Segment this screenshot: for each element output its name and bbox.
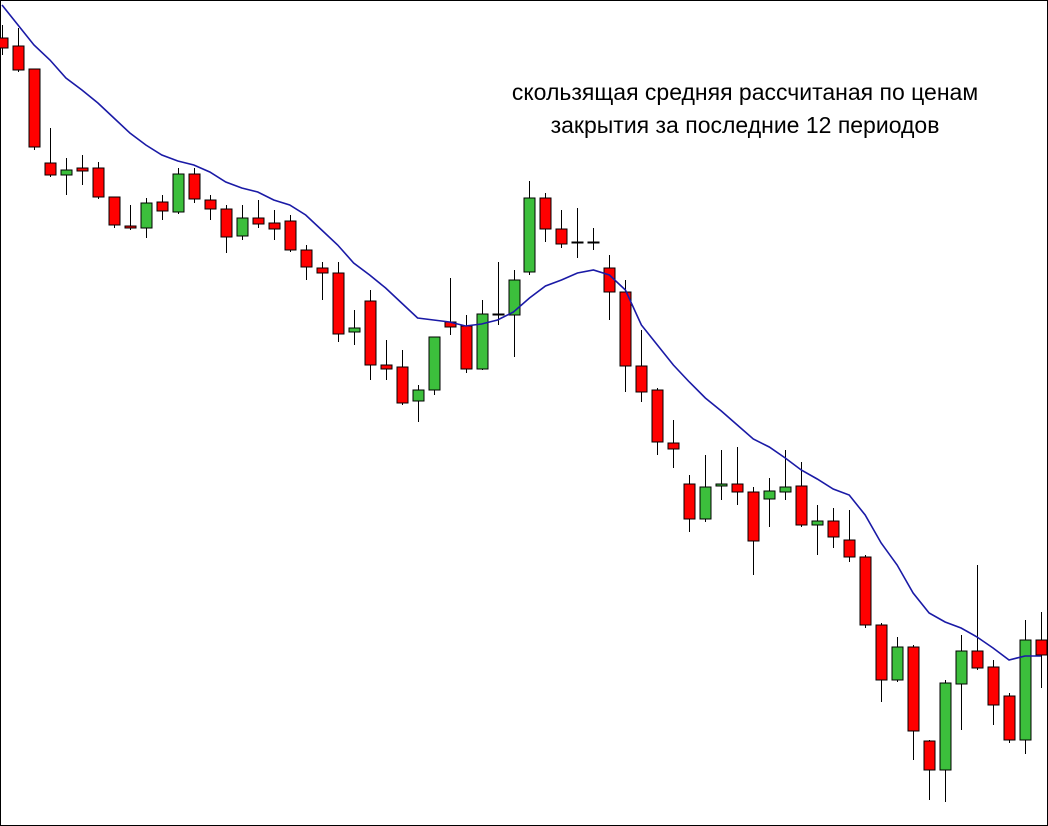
annotation: закрытия за последние 12 периодов <box>551 112 940 138</box>
candle-body <box>92 167 105 198</box>
candle-body <box>1019 639 1032 741</box>
candle-body <box>140 202 153 229</box>
candle-body <box>699 486 712 520</box>
candle-body <box>811 520 824 526</box>
candle-body <box>971 650 984 669</box>
candle-body <box>843 539 856 558</box>
candle-body <box>555 228 568 245</box>
candle-body <box>428 336 441 391</box>
candle-body <box>380 364 393 370</box>
candle-body <box>60 169 73 176</box>
candle-body <box>939 682 952 771</box>
candle-body <box>300 249 313 268</box>
candle-body <box>108 196 121 226</box>
candle-body <box>587 241 600 244</box>
candle-body <box>124 225 137 229</box>
candle-body <box>523 197 536 273</box>
candle-body <box>460 325 473 370</box>
candle-body <box>651 389 664 443</box>
moving-average <box>1 4 1041 661</box>
candle-body <box>364 300 377 366</box>
candle-body <box>987 666 1000 706</box>
candle-body <box>348 327 361 333</box>
candle-body <box>715 483 728 487</box>
candle-body <box>0 37 9 49</box>
candle-body <box>795 485 808 526</box>
candle-body <box>412 389 425 402</box>
candle-body <box>332 272 345 335</box>
candles <box>0 4 1048 802</box>
candle-body <box>763 490 776 500</box>
candle-body <box>827 520 840 538</box>
candle-body <box>635 365 648 393</box>
candle-body <box>44 162 57 176</box>
candle-body <box>268 222 281 230</box>
candle-body <box>156 201 169 212</box>
candle-body <box>204 199 217 210</box>
candle-body <box>476 313 489 370</box>
candle-body <box>76 167 89 172</box>
candle-body <box>779 486 792 493</box>
annotation: скользящая средняя рассчитаная по ценам <box>512 79 978 105</box>
candle-body <box>907 646 920 732</box>
candle-body <box>539 197 552 230</box>
candle-body <box>603 267 616 293</box>
candle-body <box>316 267 329 274</box>
candle-body <box>252 217 265 225</box>
candle-body <box>284 220 297 251</box>
candle-body <box>492 313 505 316</box>
candle-body <box>747 491 760 542</box>
candle-body <box>172 173 185 213</box>
candle-body <box>859 556 872 626</box>
candle-body <box>683 483 696 520</box>
candle-body <box>508 279 521 316</box>
candle-body <box>12 45 25 71</box>
candle-body <box>619 291 632 367</box>
candle-body <box>667 442 680 450</box>
candle-body <box>891 646 904 681</box>
candle-body <box>396 366 409 404</box>
candle-body <box>731 483 744 493</box>
candle-body <box>220 208 233 238</box>
candle-body <box>1003 695 1016 741</box>
candle-body <box>188 173 201 200</box>
candle-body <box>28 68 41 148</box>
candle-body <box>923 740 936 771</box>
candle-body <box>571 241 584 244</box>
candle-body <box>236 217 249 237</box>
candle-body <box>1035 639 1048 656</box>
candle-body <box>875 624 888 681</box>
candle-body <box>955 650 968 685</box>
